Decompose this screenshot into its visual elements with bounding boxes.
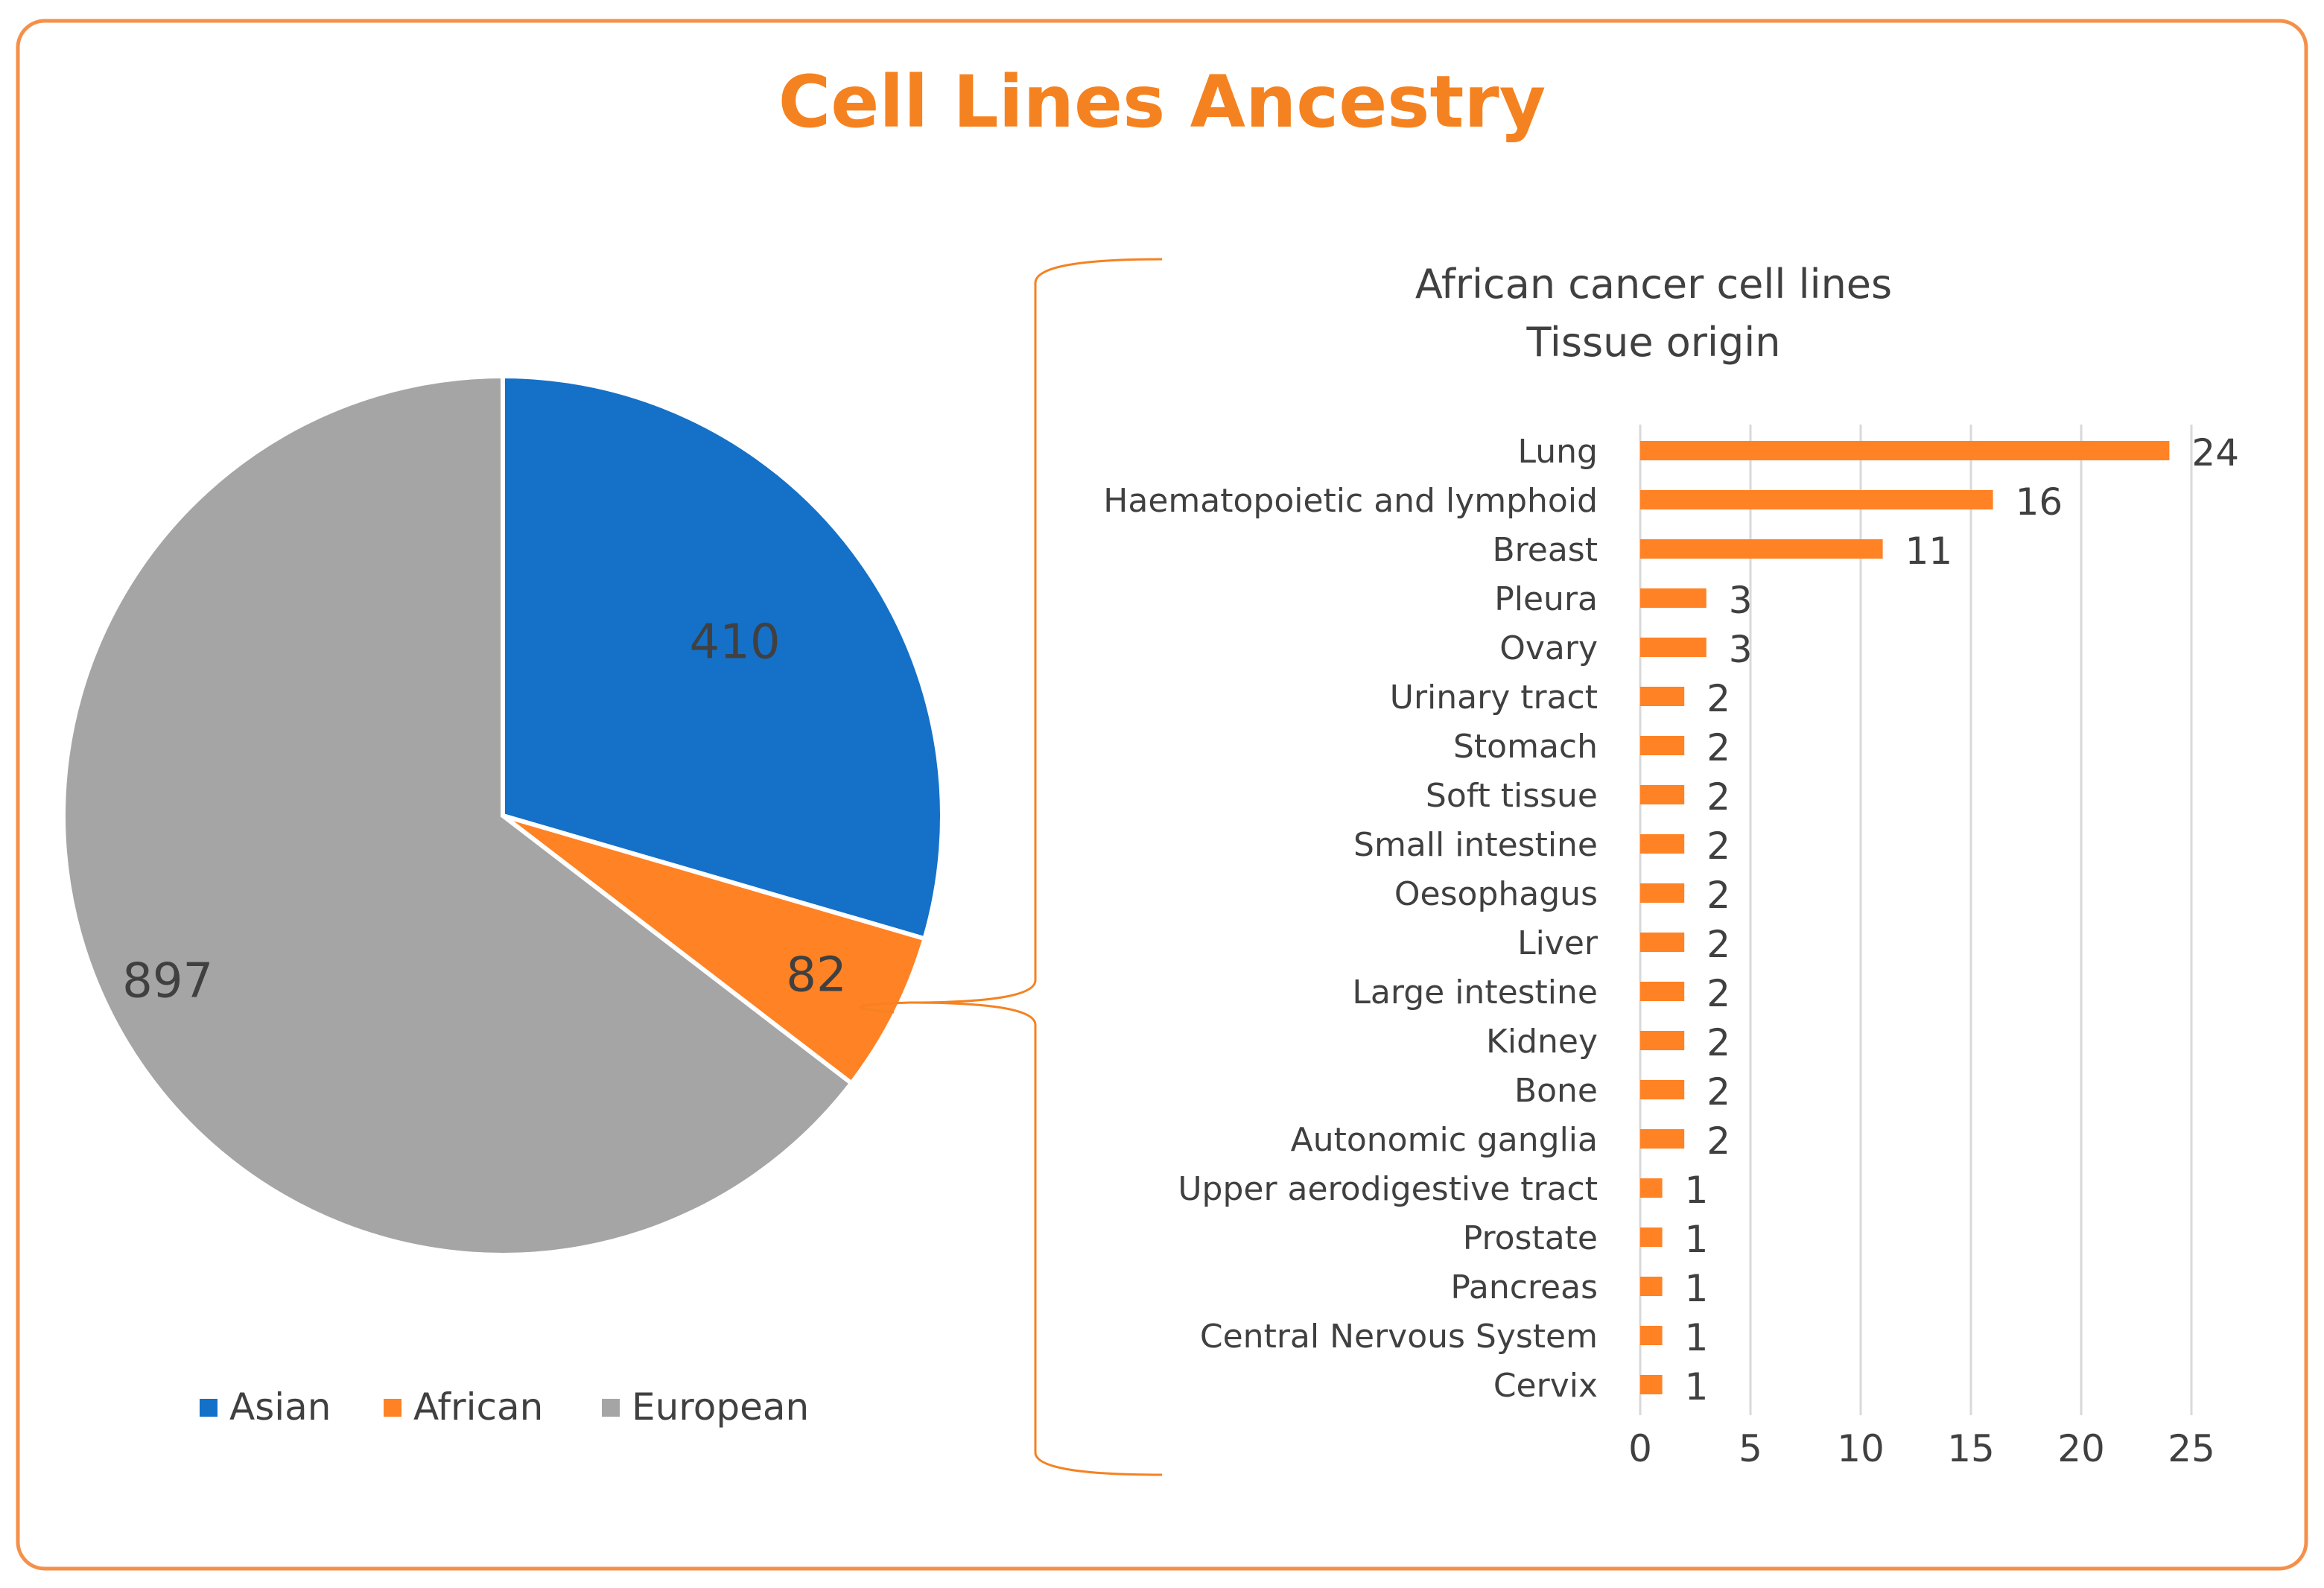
value-label-liver: 2 [1707, 923, 1730, 966]
bar-breast [1640, 539, 1883, 559]
bar-upper-aerodigestive-tract [1640, 1178, 1663, 1198]
category-label-soft-tissue: Soft tissue [1426, 777, 1598, 815]
bar-pancreas [1640, 1277, 1663, 1296]
figure-title: Cell Lines Ancestry [778, 60, 1546, 144]
pie-legend: Asian African European [200, 1385, 809, 1429]
value-label-lung: 24 [2191, 431, 2239, 474]
bar-prostate [1640, 1227, 1663, 1247]
bar-oesophagus [1640, 883, 1685, 903]
category-label-oesophagus: Oesophagus [1394, 875, 1598, 913]
bar-bone [1640, 1080, 1685, 1099]
bar-lung [1640, 441, 2170, 460]
bar-pleura [1640, 588, 1707, 608]
bar-liver [1640, 933, 1685, 952]
category-label-ovary: Ovary [1499, 629, 1598, 667]
value-label-urinary-tract: 2 [1707, 677, 1730, 720]
value-label-bone: 2 [1707, 1070, 1730, 1114]
value-label-stomach: 2 [1707, 726, 1730, 769]
value-label-upper-aerodigestive-tract: 1 [1685, 1169, 1709, 1212]
category-label-upper-aerodigestive-tract: Upper aerodigestive tract [1178, 1170, 1598, 1208]
category-label-liver: Liver [1517, 924, 1598, 962]
x-tick-label-0: 0 [1628, 1427, 1652, 1470]
legend-swatch-asian [200, 1399, 218, 1417]
category-label-cervix: Cervix [1493, 1367, 1598, 1405]
pie-connector-line [859, 1001, 911, 1014]
category-label-pancreas: Pancreas [1450, 1268, 1598, 1306]
category-label-bone: Bone [1514, 1072, 1598, 1110]
category-label-pleura: Pleura [1494, 580, 1598, 618]
bar-kidney [1640, 1031, 1685, 1050]
bar-chart-subtitle: Tissue origin [1526, 319, 1781, 366]
legend-label-african: African [413, 1385, 543, 1429]
x-tick-label-15: 15 [1947, 1427, 1995, 1470]
category-label-urinary-tract: Urinary tract [1390, 679, 1598, 717]
bar-small-intestine [1640, 834, 1685, 854]
bar-haematopoietic-and-lymphoid [1640, 490, 1993, 509]
value-label-prostate: 1 [1685, 1218, 1709, 1261]
value-label-kidney: 2 [1707, 1021, 1730, 1064]
pie-label-african: 82 [786, 947, 846, 1003]
bar-chart: 0 5 10 15 20 25 Lung 24 Haematopoietic and lymph… [1103, 425, 2239, 1470]
category-label-central-nervous-system: Central Nervous System [1200, 1318, 1598, 1356]
x-tick-label-20: 20 [2057, 1427, 2105, 1470]
bar-central-nervous-system [1640, 1326, 1663, 1345]
legend-label-european: European [632, 1385, 809, 1429]
value-label-central-nervous-system: 1 [1685, 1316, 1709, 1359]
pie-label-european: 897 [122, 954, 213, 1009]
category-label-stomach: Stomach [1453, 728, 1598, 766]
pie-slice-european [61, 373, 855, 1257]
legend-swatch-european [602, 1399, 620, 1417]
bar-stomach [1640, 736, 1685, 755]
value-label-pleura: 3 [1729, 579, 1753, 622]
value-label-breast: 11 [1905, 530, 1953, 573]
value-label-autonomic-ganglia: 2 [1707, 1119, 1730, 1163]
category-label-breast: Breast [1492, 531, 1598, 569]
value-label-haematopoietic-and-lymphoid: 16 [2016, 480, 2063, 524]
value-label-cervix: 1 [1685, 1365, 1709, 1408]
bar-soft-tissue [1640, 785, 1685, 804]
bar-ovary [1640, 638, 1707, 657]
bar-urinary-tract [1640, 687, 1685, 706]
category-label-small-intestine: Small intestine [1353, 826, 1598, 864]
value-label-ovary: 3 [1729, 628, 1753, 671]
bar-chart-title: African cancer cell lines [1415, 261, 1892, 308]
value-label-pancreas: 1 [1685, 1267, 1709, 1310]
pie-label-asian: 410 [689, 614, 780, 670]
legend-label-asian: Asian [229, 1385, 331, 1429]
pie-slice-african [501, 813, 928, 1087]
value-label-large-intestine: 2 [1707, 972, 1730, 1015]
pie-chart: 410 82 897 [61, 373, 944, 1257]
bar-cervix [1640, 1375, 1663, 1394]
category-label-autonomic-ganglia: Autonomic ganglia [1291, 1121, 1598, 1159]
category-label-large-intestine: Large intestine [1352, 974, 1598, 1011]
x-tick-label-5: 5 [1739, 1427, 1762, 1470]
category-label-kidney: Kidney [1486, 1023, 1598, 1061]
pie-slice-asian [501, 373, 944, 941]
value-label-oesophagus: 2 [1707, 874, 1730, 917]
x-tick-label-25: 25 [2168, 1427, 2215, 1470]
zoom-bracket [909, 258, 1163, 1476]
value-label-soft-tissue: 2 [1707, 775, 1730, 819]
value-label-small-intestine: 2 [1707, 825, 1730, 868]
legend-swatch-african [384, 1399, 401, 1417]
x-tick-label-10: 10 [1837, 1427, 1885, 1470]
bar-autonomic-ganglia [1640, 1129, 1685, 1149]
category-label-prostate: Prostate [1463, 1219, 1598, 1257]
category-label-lung: Lung [1518, 433, 1598, 471]
bar-large-intestine [1640, 982, 1685, 1001]
category-label-haematopoietic-and-lymphoid: Haematopoietic and lymphoid [1103, 482, 1598, 520]
